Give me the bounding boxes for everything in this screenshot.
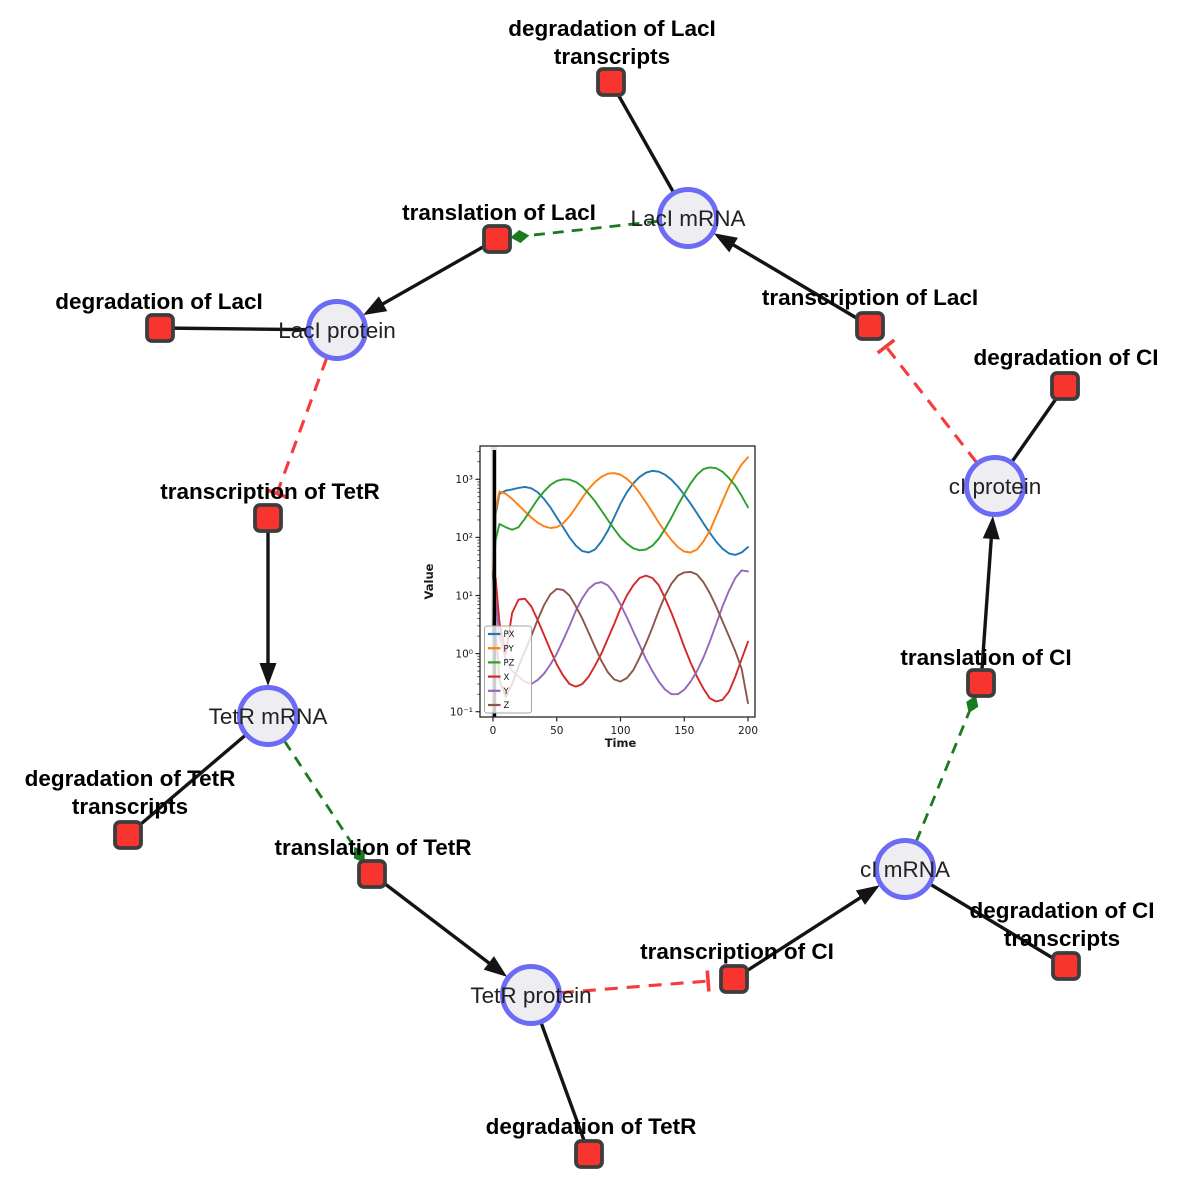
reaction-label-deg_tetR_tx-line2: transcripts (72, 794, 188, 819)
edge-production-lacI_protein-transl_lacI (375, 237, 498, 310)
reaction-label-deg_lacI_tx-line1: degradation of LacI (508, 16, 716, 41)
legend-label-Y: Y (503, 687, 510, 697)
reaction-label-deg_cI_tx-line2: transcripts (1004, 926, 1120, 951)
arrowhead-edge-production-cI_protein-transl_cI (982, 515, 1000, 540)
reaction-label-deg_lacI-line1: degradation of LacI (55, 289, 263, 314)
y-axis-label: Value (422, 563, 436, 599)
edge-production-cI_mRNA-tx_cI (733, 891, 869, 981)
y-tick-label: 10¹ (455, 590, 473, 602)
edge-inhibition-lacI_protein-tx_tetR (275, 357, 329, 495)
edge-production-lacI_mRNA-tx_lacI (725, 239, 871, 328)
species-label-lacI_mRNA: LacI mRNA (630, 206, 745, 231)
reaction-node-deg_cI[interactable] (1050, 371, 1080, 401)
legend-label-PY: PY (504, 644, 515, 654)
diamond-head-edge-modifier-tetR_mRNA-transl_tetR (353, 846, 365, 863)
y-tick-label: 10⁰ (455, 648, 473, 660)
x-tick-label: 150 (674, 725, 694, 737)
series-X (492, 571, 749, 703)
labels-layer: degradation of LacI transcripts translatio… (25, 16, 1159, 1139)
species-node-tetR_protein[interactable] (500, 964, 562, 1026)
x-tick-label: 100 (610, 725, 630, 737)
time-series-plot: 0 50 100 150 20010⁻¹10⁰10¹10²10³TimeValuePXP… (422, 445, 758, 750)
legend-label-X: X (504, 673, 510, 683)
reaction-label-deg_tetR_tx-line1: degradation of TetR (25, 766, 236, 791)
edge-modifier-tetR_mRNA-transl_tetR (283, 740, 357, 849)
axes-frame (479, 445, 756, 718)
edge-inhibition-cI_protein-tx_lacI (884, 345, 978, 464)
arrowhead-edge-production-cI_mRNA-tx_cI (855, 885, 880, 905)
y-tick-label: 10³ (455, 474, 473, 486)
species-label-cI_mRNA: cI mRNA (860, 857, 950, 882)
arrowhead-edge-production-lacI_protein-transl_lacI (363, 296, 388, 316)
series-PY (492, 456, 749, 574)
reaction-label-tx_tetR-line1: transcription of TetR (160, 479, 380, 504)
reaction-label-transl_tetR-line1: translation of TetR (274, 835, 471, 860)
reaction-node-transl_cI[interactable] (966, 668, 996, 698)
tee-head-edge-inhibition-tetR_protein-tx_cI (705, 970, 711, 992)
reaction-node-tx_cI[interactable] (719, 964, 749, 994)
reaction-node-deg_tetR[interactable] (574, 1139, 604, 1169)
legend-label-PX: PX (504, 630, 515, 640)
tee-head-edge-inhibition-lacI_protein-tx_tetR (266, 488, 288, 499)
edge-production-cI_protein-transl_cI (979, 530, 994, 684)
tee-head-edge-inhibition-cI_protein-tx_lacI (876, 338, 896, 355)
species-node-cI_protein[interactable] (964, 455, 1026, 517)
reaction-label-transl_lacI-line1: translation of LacI (402, 200, 596, 225)
legend-label-PZ: PZ (504, 659, 515, 669)
reaction-label-tx_lacI-line1: transcription of LacI (762, 285, 978, 310)
edge-inhibition-tetR_protein-tx_cI (560, 979, 709, 995)
arrowhead-edge-production-tetR_protein-transl_tetR (483, 956, 508, 977)
arrowhead-edge-production-lacI_mRNA-tx_lacI (713, 233, 738, 253)
reaction-node-tx_tetR[interactable] (253, 503, 283, 533)
reaction-node-deg_cI_tx[interactable] (1051, 951, 1081, 981)
legend-label-Z: Z (504, 701, 510, 711)
reaction-label-tx_cI-line1: transcription of CI (640, 939, 834, 964)
reaction-node-deg_tetR_tx[interactable] (113, 820, 143, 850)
species-node-lacI_mRNA[interactable] (657, 187, 719, 249)
y-tick-label: 10⁻¹ (450, 707, 473, 719)
reaction-label-deg_lacI_tx-line2: transcripts (554, 44, 670, 69)
species-node-lacI_protein[interactable] (306, 299, 368, 361)
x-axis-label: Time (605, 736, 637, 750)
y-tick-label: 10² (455, 532, 473, 544)
legend: PX PY PZ XYZ (484, 625, 532, 714)
reaction-node-transl_tetR[interactable] (357, 859, 387, 889)
reaction-label-deg_tetR-line1: degradation of TetR (486, 1114, 697, 1139)
reaction-node-deg_lacI_tx[interactable] (596, 67, 626, 97)
arrowhead-edge-production-tetR_mRNA-tx_tetR (259, 663, 277, 686)
species-label-tetR_protein: TetR protein (470, 983, 591, 1008)
edge-modifier-cI_mRNA-transl_cI (915, 711, 971, 842)
x-tick-label: 50 (550, 725, 563, 737)
species-label-lacI_protein: LacI protein (278, 318, 396, 343)
series-PX (492, 469, 749, 638)
edges-layer (126, 81, 1067, 1155)
reaction-label-deg_cI-line1: degradation of CI (974, 345, 1159, 370)
x-tick-label: 0 (490, 725, 497, 737)
reaction-node-tx_lacI[interactable] (855, 311, 885, 341)
nodes-layer (113, 67, 1081, 1169)
edge-modifier-lacI_mRNA-transl_lacI (527, 219, 659, 238)
edge-consumption-cI_mRNA-deg_cI_tx (904, 867, 1067, 968)
edge-production-tetR_protein-transl_tetR (370, 872, 497, 970)
x-tick-label: 200 (738, 725, 758, 737)
species-label-cI_protein: cI protein (949, 474, 1042, 499)
reaction-label-transl_cI-line1: translation of CI (900, 645, 1071, 670)
diamond-head-edge-modifier-lacI_mRNA-transl_lacI (510, 230, 530, 243)
species-node-cI_mRNA[interactable] (874, 838, 936, 900)
species-node-tetR_mRNA[interactable] (237, 685, 299, 747)
species-label-tetR_mRNA: TetR mRNA (209, 704, 328, 729)
diamond-head-edge-modifier-cI_mRNA-transl_cI (966, 695, 979, 714)
reaction-label-deg_cI_tx-line1: degradation of CI (970, 898, 1155, 923)
series-PZ (492, 466, 749, 579)
reaction-node-deg_lacI[interactable] (145, 313, 175, 343)
reaction-node-transl_lacI[interactable] (482, 224, 512, 254)
